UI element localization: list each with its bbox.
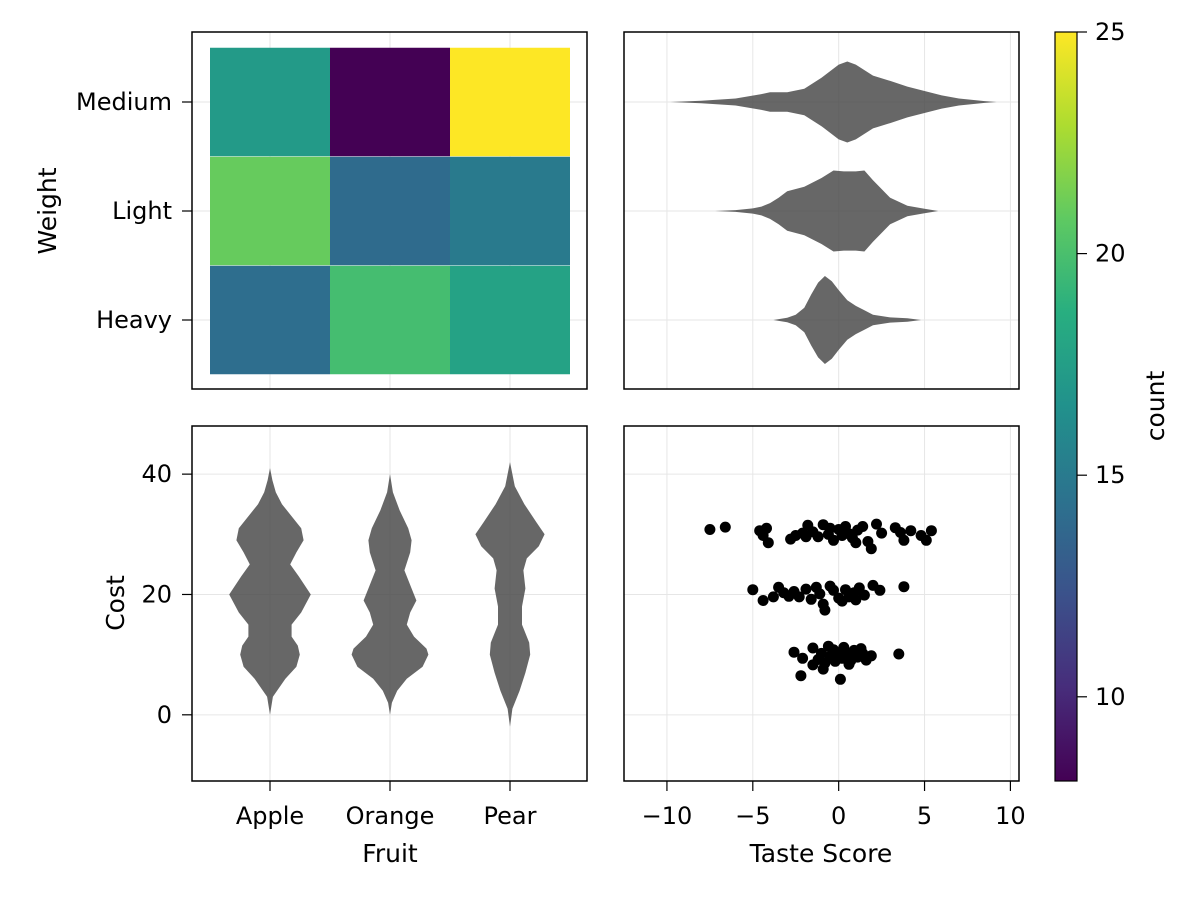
scatter-point xyxy=(719,521,731,533)
scatter-point xyxy=(805,593,817,605)
scatter-point xyxy=(812,531,824,543)
scatter-point xyxy=(898,534,910,546)
scatter-point xyxy=(865,650,877,662)
cost-violin-shapes xyxy=(229,462,545,727)
colorbar-ticks: 10 15 20 25 xyxy=(1077,18,1126,711)
violin-orange xyxy=(351,474,429,715)
scatter-point xyxy=(876,527,888,539)
scatter-point xyxy=(855,643,867,655)
scatter-frame xyxy=(623,425,1020,782)
scatter-points xyxy=(704,518,937,685)
scatter-point xyxy=(800,531,812,543)
y-tick-label: Heavy xyxy=(96,306,172,334)
scatter-point xyxy=(819,604,831,616)
x-tick-label: Orange xyxy=(346,802,435,830)
scatter-point xyxy=(871,518,882,530)
taste-x-ticks: −10 −5 0 5 10 xyxy=(642,781,1026,830)
scatter-point xyxy=(757,595,769,606)
y-tick-label: 0 xyxy=(157,701,172,729)
heatmap-panel: Heavy Light Medium Weight xyxy=(33,31,588,390)
scatter-point xyxy=(828,534,839,546)
heatmap-cell xyxy=(330,265,450,375)
scatter-point xyxy=(762,537,774,549)
x-tick-label: 10 xyxy=(995,802,1026,830)
heatmap-cell xyxy=(210,47,330,157)
scatter-point xyxy=(925,525,937,537)
heatmap-cell xyxy=(210,156,330,266)
cost-violin-panel: 0 20 40 Apple Orange Pear Cost Fruit xyxy=(101,425,588,868)
taste-violin-panel xyxy=(623,31,1020,390)
colorbar-label: count xyxy=(1141,371,1170,442)
x-tick-label: −5 xyxy=(735,802,770,830)
violin-light xyxy=(715,170,939,252)
scatter-point xyxy=(857,521,869,532)
y-tick-label: 20 xyxy=(141,580,172,608)
scatter-point xyxy=(858,589,870,601)
fruit-x-ticks: Apple Orange Pear xyxy=(236,781,537,830)
scatter-point xyxy=(843,658,855,670)
x-tick-label: 5 xyxy=(917,802,932,830)
violin-medium xyxy=(670,61,997,143)
y-tick-label: 40 xyxy=(141,460,172,488)
y-tick-label: Light xyxy=(112,197,172,225)
heatmap-ylabel: Weight xyxy=(33,167,62,254)
taste-violin-frame xyxy=(623,31,1020,390)
scatter-point xyxy=(704,524,716,535)
scatter-point xyxy=(865,543,877,555)
cost-y-ticks: 0 20 40 xyxy=(141,460,192,729)
scatter-point xyxy=(893,648,905,660)
scatter-panel: −10 −5 0 5 10 Taste Score xyxy=(623,425,1026,868)
heatmap-cell xyxy=(450,47,570,157)
x-tick-label: Apple xyxy=(236,802,304,830)
scatter-point xyxy=(850,537,862,549)
fruit-xlabel: Fruit xyxy=(362,839,418,868)
colorbar-frame xyxy=(1054,31,1078,782)
heatmap-cell xyxy=(450,156,570,266)
scatter-point xyxy=(807,659,819,671)
x-tick-label: −10 xyxy=(642,802,693,830)
x-tick-label: 0 xyxy=(831,802,846,830)
scatter-point xyxy=(824,522,836,534)
scatter-point xyxy=(817,663,829,675)
scatter-point xyxy=(920,534,932,546)
colorbar-tick-label: 15 xyxy=(1095,461,1126,489)
heatmap-y-ticks: Heavy Light Medium xyxy=(76,88,192,334)
scatter-point xyxy=(850,594,862,606)
scatter-point xyxy=(816,647,827,659)
scatter-point xyxy=(828,584,839,596)
heatmap-cell xyxy=(450,265,570,375)
scatter-point xyxy=(747,584,759,596)
violin-apple xyxy=(229,468,311,715)
violin-pear xyxy=(475,462,545,727)
colorbar-tick-label: 25 xyxy=(1095,18,1126,46)
heatmap-cell xyxy=(330,47,450,157)
x-tick-label: Pear xyxy=(484,802,537,830)
colorbar-tick-label: 10 xyxy=(1095,683,1126,711)
scatter-point xyxy=(810,581,822,593)
y-tick-label: Medium xyxy=(76,88,172,116)
scatter-point xyxy=(874,584,886,596)
colorbar-gradient xyxy=(1055,32,1077,781)
taste-xlabel: Taste Score xyxy=(749,839,893,868)
colorbar-tick-label: 20 xyxy=(1095,240,1126,268)
scatter-point xyxy=(788,646,800,658)
scatter-point xyxy=(793,591,805,603)
scatter-point xyxy=(795,670,807,682)
heatmap-cell xyxy=(330,156,450,266)
scatter-point xyxy=(767,591,779,603)
colorbar: 10 15 20 25 count xyxy=(1054,18,1170,782)
scatter-point xyxy=(800,583,812,595)
scatter-point xyxy=(797,652,809,664)
heatmap-cells xyxy=(210,47,570,375)
scatter-point xyxy=(834,673,846,685)
violin-heavy xyxy=(773,276,922,364)
taste-violin-shapes xyxy=(670,61,997,364)
cost-ylabel: Cost xyxy=(101,575,130,631)
heatmap-cell xyxy=(210,265,330,375)
scatter-point xyxy=(898,581,910,593)
scatter-point xyxy=(905,525,917,537)
scatter-point xyxy=(807,642,819,654)
